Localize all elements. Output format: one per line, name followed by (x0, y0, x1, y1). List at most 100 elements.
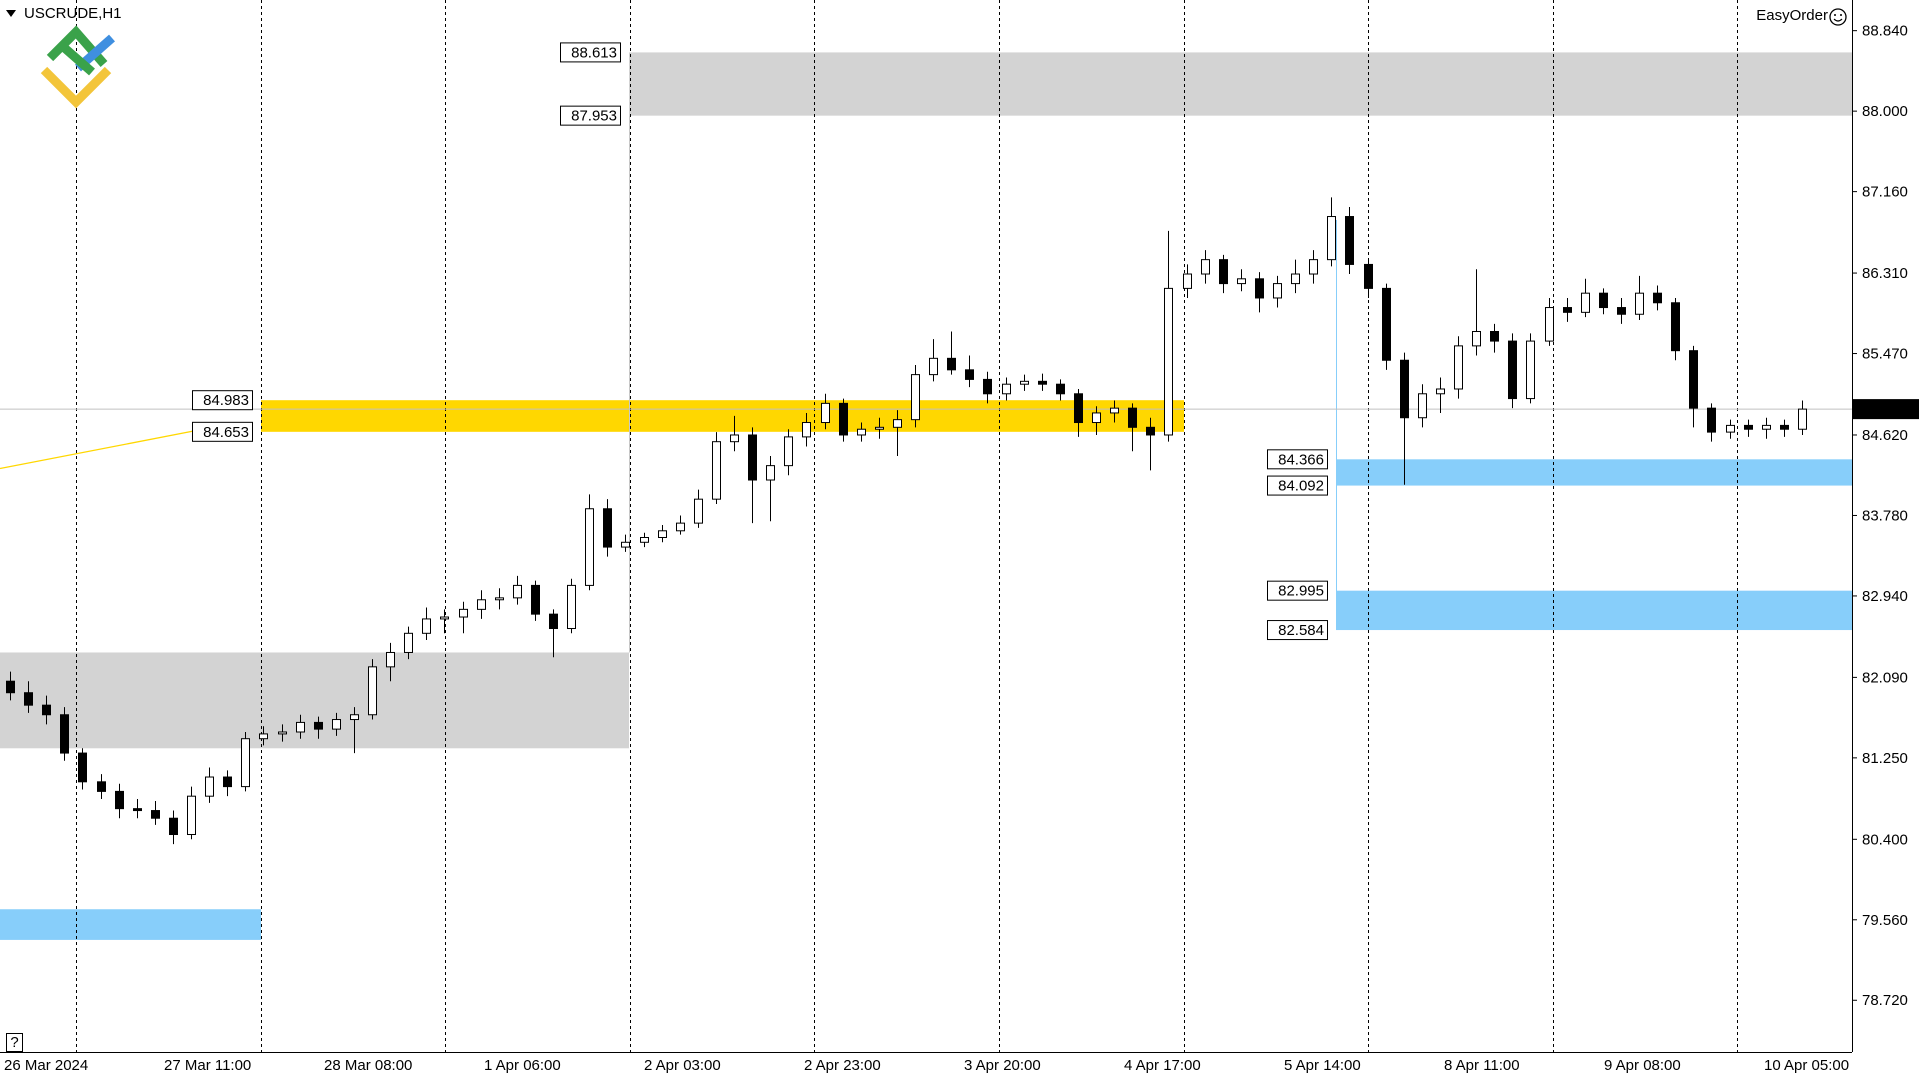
level-label: 84.653 (203, 424, 249, 441)
candle-body (766, 465, 775, 481)
candle-body (513, 584, 522, 599)
x-tick-label: 10 Apr 05:00 (1764, 1057, 1849, 1074)
candle-body (1689, 350, 1698, 409)
trendline (0, 430, 194, 470)
candle-body (459, 608, 468, 618)
candle-body (42, 704, 51, 716)
x-tick-label: 1 Apr 06:00 (484, 1057, 561, 1074)
level-label-box (560, 105, 621, 126)
candle-body (1020, 380, 1029, 385)
candles-layer (6, 197, 1807, 845)
level-label-box (192, 390, 253, 411)
labels-layer: 88.613 87.953 84.983 84.653 84.366 84.092 82.9… (4, 23, 1919, 1074)
help-label[interactable]: ? (10, 1034, 18, 1051)
candle-body (1707, 407, 1716, 433)
candle-body (1291, 273, 1300, 285)
candle-body (1237, 278, 1246, 285)
candle-body (694, 498, 703, 524)
candle-body (205, 776, 214, 797)
x-tick-label: 4 Apr 17:00 (1124, 1057, 1201, 1074)
candle-body (1762, 424, 1771, 430)
candle-body (24, 692, 33, 706)
smiley-icon[interactable] (1829, 8, 1847, 26)
x-tick-label: 27 Mar 11:00 (164, 1057, 251, 1074)
candle-body (1400, 359, 1409, 419)
y-tick-label: 85.470 (1862, 346, 1908, 363)
candle-body (97, 781, 106, 792)
menu-arrow[interactable] (6, 10, 16, 17)
candle-body (640, 536, 649, 543)
candle-body (6, 680, 15, 694)
candle-body (821, 402, 830, 424)
level-label: 87.953 (571, 108, 617, 125)
candle-body (1327, 216, 1336, 261)
candle-body (1364, 263, 1373, 289)
candle-body (386, 651, 395, 668)
candle-body (296, 721, 305, 733)
candle-body (1436, 388, 1445, 395)
candle-body (169, 817, 178, 836)
candle-body (965, 369, 974, 380)
y-tick-label: 82.090 (1862, 669, 1908, 686)
y-tick-label: 79.560 (1862, 912, 1908, 929)
symbol-label: USCRUDE,H1 (24, 5, 122, 22)
candle-body (1382, 287, 1391, 361)
x-tick-label: 8 Apr 11:00 (1444, 1057, 1520, 1074)
x-tick-label: 2 Apr 03:00 (644, 1057, 721, 1074)
candle-body (875, 426, 884, 430)
candle-body (1164, 287, 1173, 436)
y-tick-label: 84.620 (1862, 427, 1908, 444)
candle-body (1780, 424, 1789, 430)
candle-body (1345, 216, 1354, 265)
candle-body (1219, 259, 1228, 285)
level-label: 84.092 (1278, 478, 1324, 495)
candle-body (585, 508, 594, 586)
candle-body (1635, 292, 1644, 315)
candle-body (621, 541, 630, 548)
y-tick-label: 88.000 (1862, 103, 1908, 120)
candle-body (802, 422, 811, 438)
candle-body (477, 599, 486, 610)
logo (40, 25, 115, 109)
easyorder-label[interactable]: EasyOrder (1756, 7, 1828, 24)
y-tick-label: 81.250 (1862, 750, 1908, 767)
candle-body (1653, 292, 1662, 304)
candle-body (223, 776, 232, 788)
current-price-box (1853, 399, 1919, 420)
level-label: 84.366 (1278, 451, 1324, 468)
x-tick-label: 26 Mar 2024 (4, 1057, 88, 1074)
candle-body (1671, 302, 1680, 352)
candle-body (1056, 383, 1065, 395)
level-label-box (1267, 620, 1328, 641)
candle-body (658, 530, 667, 538)
candle-body (567, 584, 576, 630)
candle-body (983, 378, 992, 395)
candle-body (1744, 424, 1753, 430)
level-label-box (192, 421, 253, 442)
candle-body (495, 597, 504, 601)
candle-body (1309, 259, 1318, 275)
candle-body (368, 666, 377, 716)
candle-body (911, 374, 920, 421)
help-button[interactable] (6, 1033, 23, 1052)
candle-body (1472, 331, 1481, 347)
candle-body (929, 357, 938, 376)
candle-body (1545, 307, 1554, 342)
candle-body (1074, 393, 1083, 424)
x-tick-label: 28 Mar 08:00 (324, 1057, 412, 1074)
level-label: 82.584 (1278, 622, 1324, 639)
y-tick-label: 87.160 (1862, 184, 1908, 201)
candle-body (60, 714, 69, 754)
y-tick-label: 83.780 (1862, 507, 1908, 524)
zones-layer (0, 52, 1852, 940)
level-label: 84.983 (203, 392, 249, 409)
candle-body (531, 584, 540, 615)
candle-body (1146, 426, 1155, 436)
candle-body (133, 808, 142, 812)
candle-body (350, 714, 359, 721)
level-label-box (560, 42, 621, 63)
y-tick-label: 78.720 (1862, 992, 1908, 1009)
